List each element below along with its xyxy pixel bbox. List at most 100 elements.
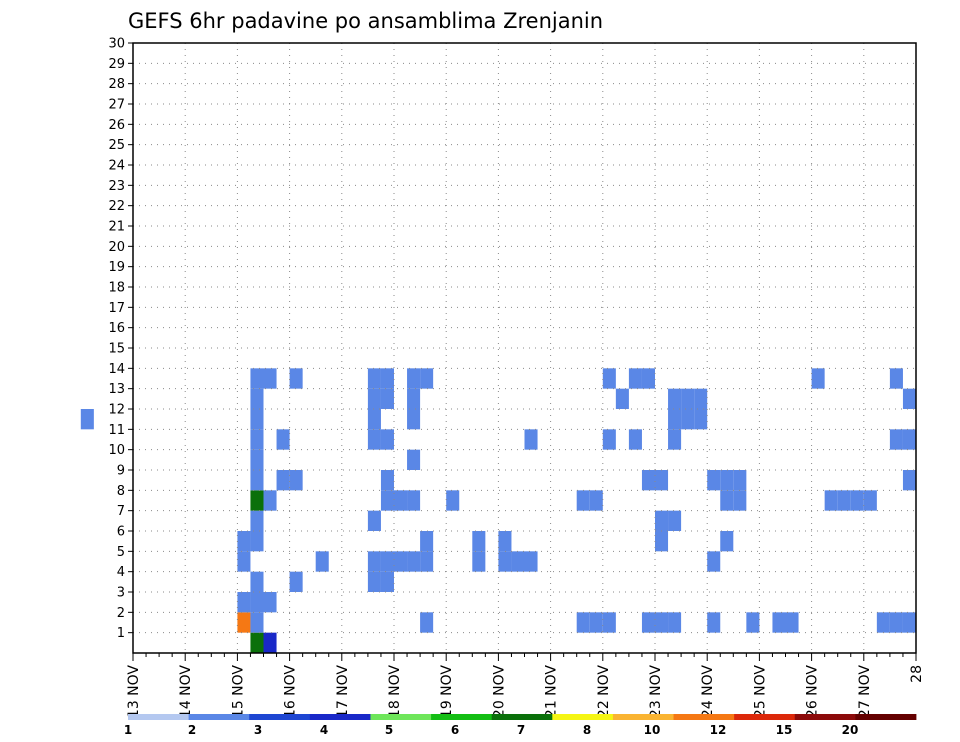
heatmap-cell: [250, 470, 264, 491]
heatmap-cell: [446, 490, 460, 511]
legend-swatch: [249, 714, 311, 720]
legend-swatch: [794, 714, 856, 720]
legend-label: 7: [517, 723, 525, 737]
x-tick-label: 21 NOV: [544, 665, 560, 719]
heatmap-cell: [733, 470, 747, 491]
heatmap-cell: [837, 490, 851, 511]
y-tick-label: 10: [108, 443, 125, 458]
heatmap-cell: [902, 429, 916, 450]
legend-swatch: [552, 714, 614, 720]
heatmap-cell: [615, 388, 629, 409]
heatmap-cell: [720, 490, 734, 511]
heatmap-cell: [524, 551, 538, 572]
legend-swatch: [734, 714, 796, 720]
heatmap-cell: [250, 368, 264, 389]
legend-swatch: [370, 714, 432, 720]
x-tick-label: 23 NOV: [648, 665, 664, 719]
heatmap-cell: [407, 449, 421, 470]
heatmap-cell: [811, 368, 825, 389]
heatmap-cell: [250, 571, 264, 592]
heatmap-cell: [668, 429, 682, 450]
legend-swatch: [309, 714, 371, 720]
heatmap-cell: [589, 612, 603, 633]
heatmap-cell: [407, 388, 421, 409]
y-tick-label: 14: [108, 362, 125, 377]
heatmap-cell: [498, 531, 512, 552]
y-tick-label: 13: [108, 382, 125, 397]
legend-label: 4: [320, 723, 328, 737]
heatmap-cell: [524, 429, 538, 450]
heatmap-cell: [707, 612, 721, 633]
x-tick-label: 14 NOV: [178, 665, 194, 719]
heatmap-cell: [641, 368, 655, 389]
y-tick-label: 8: [117, 484, 125, 499]
heatmap-cell: [394, 551, 408, 572]
x-tick-label: 25 NOV: [752, 665, 768, 719]
heatmap-cell: [772, 612, 786, 633]
heatmap-cell: [80, 409, 94, 430]
heatmap-cell: [602, 429, 616, 450]
heatmap-cell: [237, 612, 251, 633]
heatmap-cell: [746, 612, 760, 633]
heatmap-cell: [407, 551, 421, 572]
x-axis: 13 NOV 14 NOV 15 NOV 16 NOV 17 NOV 18 NOV 19 N…: [126, 653, 925, 718]
legend-label: 5: [385, 723, 393, 737]
heatmap-cell: [655, 612, 669, 633]
heatmap-cell: [641, 612, 655, 633]
heatmap-cell: [367, 409, 381, 430]
heatmap-cell: [681, 409, 695, 430]
legend-swatch: [188, 714, 250, 720]
heatmap-cell: [628, 429, 642, 450]
x-tick-label: 19 NOV: [439, 665, 455, 719]
heatmap-cell: [289, 470, 303, 491]
legend-swatch: [855, 714, 917, 720]
heatmap-cell: [420, 531, 434, 552]
heatmap-cell: [641, 470, 655, 491]
heatmap-cell: [707, 470, 721, 491]
y-tick-label: 7: [117, 504, 125, 519]
heatmap-cell: [694, 388, 708, 409]
heatmap-cell: [289, 368, 303, 389]
heatmap-cell: [250, 429, 264, 450]
heatmap-cell: [380, 368, 394, 389]
x-tick-label: 22 NOV: [596, 665, 612, 719]
y-tick-label: 24: [108, 159, 125, 174]
heatmap-cell: [407, 368, 421, 389]
y-tick-label: 5: [117, 545, 125, 560]
heatmap-cell: [668, 409, 682, 430]
heatmap-cell: [720, 470, 734, 491]
heatmap-cell: [720, 531, 734, 552]
heatmap-cell: [681, 388, 695, 409]
legend-label: 6: [451, 723, 459, 737]
heatmap-cell: [263, 592, 277, 613]
y-tick-label: 11: [108, 423, 125, 438]
x-tick-label: 26 NOV: [805, 665, 821, 719]
y-axis: 1234567891011121314151617181920212223242…: [108, 37, 133, 641]
x-tick-label: 27 NOV: [857, 665, 873, 719]
heatmap-cell: [237, 592, 251, 613]
heatmap-cell: [602, 612, 616, 633]
y-tick-label: 12: [108, 403, 125, 418]
heatmap-cell: [250, 632, 264, 653]
heatmap-cell: [237, 531, 251, 552]
heatmap-cell: [380, 388, 394, 409]
heatmap-cell: [276, 429, 290, 450]
heatmap-cell: [889, 368, 903, 389]
y-tick-label: 1: [117, 626, 125, 641]
heatmap-cell: [367, 368, 381, 389]
heatmap-cell: [785, 612, 799, 633]
y-tick-label: 16: [108, 321, 125, 336]
y-tick-label: 17: [108, 301, 125, 316]
heatmap-cell: [380, 551, 394, 572]
heatmap-cell: [576, 612, 590, 633]
heatmap-cell: [237, 551, 251, 572]
legend-label: 10: [644, 723, 661, 737]
heatmap-cell: [250, 592, 264, 613]
heatmap-cell: [655, 510, 669, 531]
heatmap-cell: [367, 388, 381, 409]
heatmap-cell: [655, 531, 669, 552]
heatmap-cell: [250, 490, 264, 511]
x-tick-label: 24 NOV: [700, 665, 716, 719]
legend-swatch: [673, 714, 735, 720]
heatmap-cell: [902, 612, 916, 633]
